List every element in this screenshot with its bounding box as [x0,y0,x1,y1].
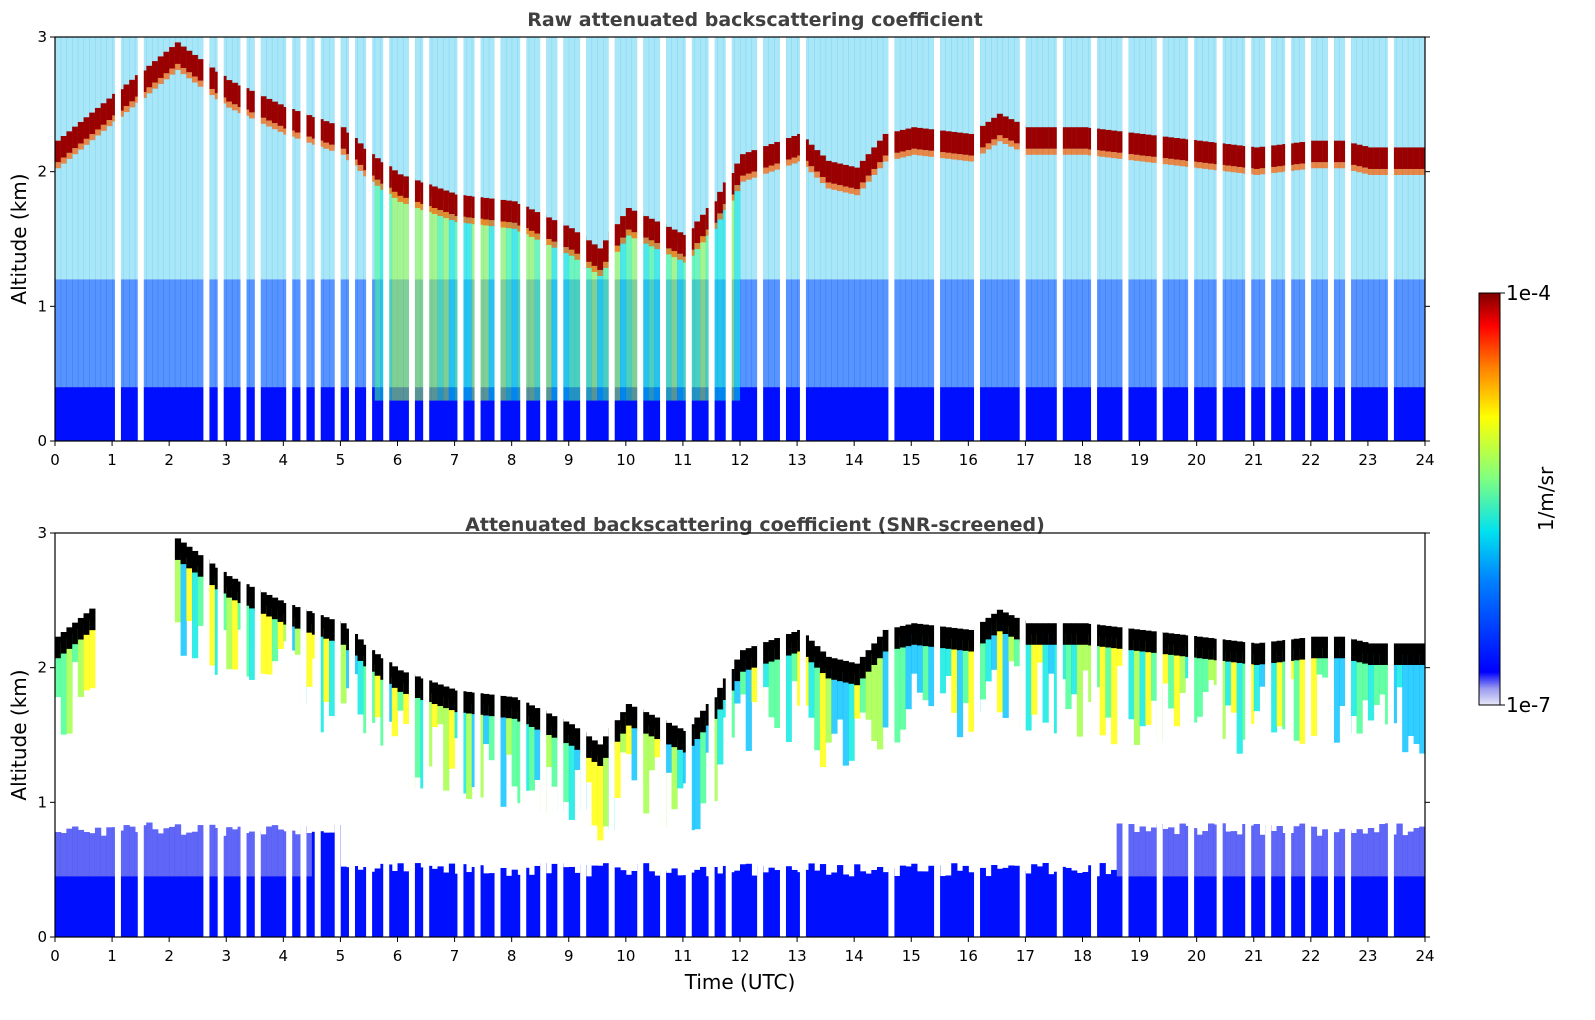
y-tick-label: 2 [37,163,47,181]
x-tick-label: 4 [279,947,289,965]
top-panel-title: Raw attenuated backscattering coefficien… [527,9,983,31]
x-tick-label: 10 [616,451,635,469]
x-tick-label: 23 [1358,947,1377,965]
y-tick-label: 3 [37,524,47,542]
x-tick-label: 21 [1244,451,1263,469]
x-tick-label: 16 [959,451,978,469]
x-tick-label: 1 [107,451,117,469]
x-tick-label: 22 [1301,451,1320,469]
x-tick-label: 0 [50,947,60,965]
y-tick-label: 2 [37,659,47,677]
x-tick-label: 14 [845,947,864,965]
x-tick-label: 2 [164,451,174,469]
x-tick-label: 17 [1016,451,1035,469]
x-tick-label: 20 [1187,451,1206,469]
x-tick-label: 7 [450,451,460,469]
x-tick-label: 4 [279,451,289,469]
x-tick-label: 18 [1073,451,1092,469]
colorbar-gradient [1478,292,1501,706]
y-tick-label: 3 [37,28,47,46]
x-tick-label: 12 [730,451,749,469]
colorbar-min-label: 1e-7 [1506,693,1551,717]
x-tick-label: 6 [393,947,403,965]
x-tick-label: 9 [564,947,574,965]
y-tick-label: 0 [37,432,47,450]
x-tick-label: 0 [50,451,60,469]
y-tick-label: 0 [37,928,47,946]
x-tick-label: 14 [845,451,864,469]
x-tick-label: 11 [673,947,692,965]
colorbar-max-label: 1e-4 [1506,281,1551,305]
colorbar: 1e-4 1e-7 1/m/sr [1478,281,1558,717]
x-tick-label: 16 [959,947,978,965]
x-tick-label: 7 [450,947,460,965]
y-axis-label: Altitude (km) [7,173,31,304]
x-tick-label: 5 [336,451,346,469]
x-tick-label: 22 [1301,947,1320,965]
x-tick-label: 21 [1244,947,1263,965]
x-tick-label: 3 [221,947,231,965]
heatmap-field [55,533,1425,937]
y-tick-label: 1 [37,793,47,811]
x-tick-label: 19 [1130,947,1149,965]
x-tick-label: 2 [164,947,174,965]
x-tick-label: 1 [107,947,117,965]
x-tick-label: 11 [673,451,692,469]
y-tick-label: 1 [37,297,47,315]
heatmap-field [55,37,1425,441]
x-tick-label: 24 [1415,947,1434,965]
x-tick-label: 18 [1073,947,1092,965]
y-axis-label: Altitude (km) [7,669,31,800]
x-tick-label: 13 [788,947,807,965]
x-axis-label: Time (UTC) [684,970,796,994]
raw-backscatter-panel: 0 1 2 3 4 5 6 7 8 9 10 11 12 13 14 15 16 17 18 19 20 21 22 23 24… [7,28,1435,469]
x-tick-label: 8 [507,947,517,965]
bottom-panel-title: Attenuated backscattering coefficient (S… [465,514,1045,536]
x-tick-label: 20 [1187,947,1206,965]
x-tick-label: 13 [788,451,807,469]
snr-screened-panel: 0 1 2 3 4 5 6 7 8 9 10 11 12 13 14 15 16 17 18 19 20 21 22 23 24… [7,524,1435,994]
x-tick-label: 5 [336,947,346,965]
x-tick-label: 9 [564,451,574,469]
x-tick-label: 10 [616,947,635,965]
x-tick-label: 15 [902,451,921,469]
x-tick-label: 19 [1130,451,1149,469]
x-tick-label: 17 [1016,947,1035,965]
x-tick-label: 6 [393,451,403,469]
x-tick-label: 24 [1415,451,1434,469]
x-tick-label: 12 [730,947,749,965]
x-tick-label: 8 [507,451,517,469]
x-tick-label: 3 [221,451,231,469]
x-tick-label: 23 [1358,451,1377,469]
colorbar-label: 1/m/sr [1534,466,1558,531]
x-tick-label: 15 [902,947,921,965]
